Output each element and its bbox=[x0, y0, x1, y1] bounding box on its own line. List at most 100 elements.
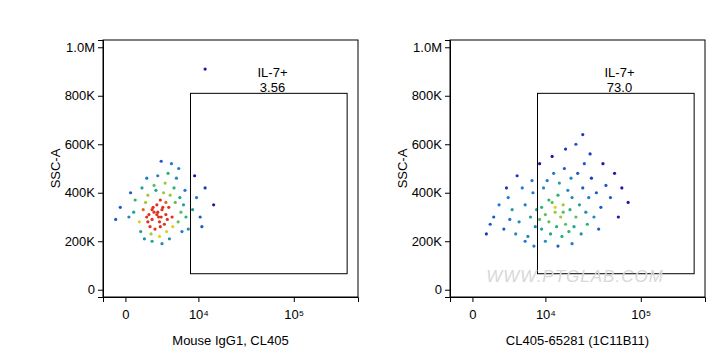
event-point bbox=[140, 186, 143, 189]
y-tick: 200K bbox=[65, 234, 103, 249]
y-tick-label: 0 bbox=[88, 282, 95, 297]
event-point bbox=[556, 194, 559, 197]
event-point bbox=[627, 201, 630, 204]
x-tick-mark bbox=[125, 297, 126, 302]
event-point bbox=[544, 240, 547, 243]
x-axis-title: CL405-65281 (1C11B11) bbox=[506, 333, 649, 348]
event-point bbox=[180, 230, 183, 233]
event-point bbox=[485, 232, 488, 235]
event-point bbox=[599, 206, 602, 209]
event-point bbox=[145, 215, 148, 218]
event-point bbox=[564, 148, 567, 151]
event-point bbox=[175, 177, 178, 180]
y-tick-mark bbox=[98, 193, 103, 194]
event-point bbox=[538, 162, 541, 165]
y-tick: 1.0M bbox=[66, 40, 103, 55]
x-tick: 10⁴ bbox=[536, 297, 556, 322]
event-point bbox=[195, 196, 198, 199]
event-point bbox=[183, 189, 186, 192]
event-point bbox=[199, 215, 202, 218]
event-point bbox=[560, 235, 563, 238]
event-point bbox=[492, 215, 495, 218]
y-tick: 0 bbox=[88, 282, 103, 297]
y-tick: 1.0M bbox=[413, 40, 450, 55]
x-tick-mark bbox=[472, 297, 473, 302]
x-tick-label: 10⁴ bbox=[536, 307, 556, 322]
event-point bbox=[572, 225, 575, 228]
event-point bbox=[151, 206, 154, 209]
y-tick-mark bbox=[98, 290, 103, 291]
y-tick-mark bbox=[98, 241, 103, 242]
points bbox=[485, 133, 630, 248]
plot-frame bbox=[103, 40, 358, 297]
event-point bbox=[489, 223, 492, 226]
event-point bbox=[604, 184, 607, 187]
x-axis-line bbox=[451, 298, 706, 303]
event-point bbox=[182, 203, 185, 206]
y-axis: 0200K400K600K800K1.0M bbox=[65, 40, 104, 298]
panel: 010⁴10⁵0200K400K600K800K1.0MCL405-65281 … bbox=[395, 40, 706, 348]
event-point bbox=[511, 208, 514, 211]
event-point bbox=[544, 213, 547, 216]
y-tick: 200K bbox=[412, 234, 450, 249]
y-tick-label: 800K bbox=[65, 88, 96, 103]
event-point bbox=[142, 208, 145, 211]
event-point bbox=[620, 186, 623, 189]
event-point bbox=[174, 201, 177, 204]
event-point bbox=[590, 177, 593, 180]
event-point bbox=[158, 235, 161, 238]
event-point bbox=[529, 215, 532, 218]
y-tick-label: 0 bbox=[435, 282, 442, 297]
event-point bbox=[132, 211, 135, 214]
event-point bbox=[138, 220, 141, 223]
x-axis-title: Mouse IgG1, CL405 bbox=[172, 333, 288, 348]
event-point bbox=[559, 215, 562, 218]
y-tick: 800K bbox=[412, 88, 450, 103]
x-tick: 0 bbox=[122, 297, 129, 322]
event-point bbox=[155, 203, 158, 206]
event-point bbox=[532, 244, 535, 247]
x-tick: 10⁵ bbox=[631, 297, 651, 322]
y-tick: 400K bbox=[65, 185, 103, 200]
event-point bbox=[518, 220, 521, 223]
event-point bbox=[164, 181, 167, 184]
event-point bbox=[563, 167, 566, 170]
event-point bbox=[570, 196, 573, 199]
event-point bbox=[139, 230, 142, 233]
y-tick-label: 400K bbox=[65, 185, 96, 200]
event-point bbox=[168, 237, 171, 240]
y-axis-title: SSC-A bbox=[48, 148, 63, 188]
event-point bbox=[502, 228, 505, 231]
event-point bbox=[595, 191, 598, 194]
event-point bbox=[546, 179, 549, 182]
event-point bbox=[163, 223, 166, 226]
gate-name: IL-7+ bbox=[257, 65, 287, 80]
event-point bbox=[177, 220, 180, 223]
x-tick-mark bbox=[198, 297, 199, 302]
y-tick: 400K bbox=[412, 185, 450, 200]
y-tick-label: 400K bbox=[412, 185, 443, 200]
x-tick-label: 10⁴ bbox=[189, 307, 209, 322]
event-point bbox=[156, 174, 159, 177]
event-point bbox=[171, 225, 174, 228]
event-point bbox=[574, 215, 577, 218]
y-tick-mark bbox=[445, 96, 450, 97]
event-point bbox=[497, 203, 500, 206]
y-tick-mark bbox=[445, 241, 450, 242]
event-point bbox=[551, 155, 554, 158]
watermark: WWW.PTGLAB.COM bbox=[486, 267, 664, 286]
event-point bbox=[534, 225, 537, 228]
y-tick-mark bbox=[445, 47, 450, 48]
event-point bbox=[144, 201, 147, 204]
event-point bbox=[158, 220, 161, 223]
gate-name: IL-7+ bbox=[604, 65, 634, 80]
event-point bbox=[556, 244, 559, 247]
x-tick-label: 10⁵ bbox=[284, 307, 304, 322]
x-axis-line bbox=[104, 298, 359, 303]
event-point bbox=[193, 174, 196, 177]
event-point bbox=[200, 225, 203, 228]
x-tick-mark bbox=[641, 297, 642, 302]
x-tick: 0 bbox=[469, 297, 476, 322]
event-point bbox=[580, 232, 583, 235]
event-point bbox=[160, 160, 163, 163]
